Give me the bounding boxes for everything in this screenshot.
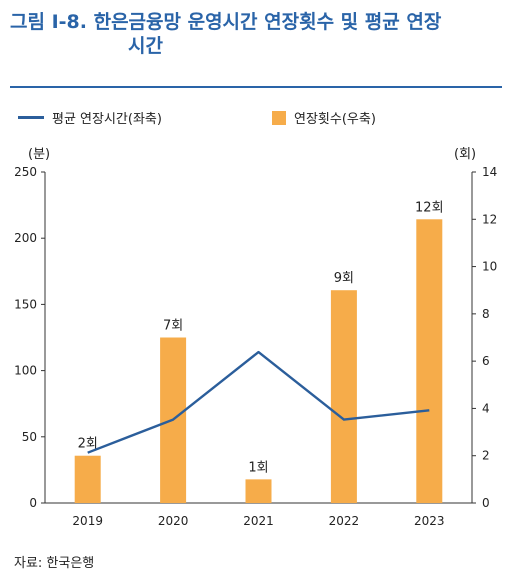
title-divider: [10, 86, 502, 88]
right-tick-label: 10: [482, 260, 497, 274]
legend-item-bar: 연장횟수(우축): [272, 108, 376, 127]
legend-bar-swatch: [272, 110, 286, 125]
chart-title-line2: 시간: [128, 35, 163, 57]
right-tick-label: 0: [482, 496, 490, 510]
bar-data-label: 12회: [415, 200, 444, 215]
right-tick-label: 2: [482, 449, 490, 463]
legend-bar-label: 연장횟수(우축): [294, 112, 376, 127]
bar-2022: [330, 290, 357, 503]
right-tick-label: 14: [482, 165, 497, 179]
left-tick-label: 100: [14, 364, 37, 378]
bar-data-label: 9회: [334, 271, 354, 286]
x-tick-label: 2023: [414, 514, 445, 528]
bar-data-label: 1회: [248, 460, 268, 475]
chart-title: 그림 I-8. 한은금융망 운영시간 연장횟수 및 평균 연장 시간: [10, 10, 502, 58]
bar-2023: [416, 219, 443, 503]
legend-item-line: 평균 연장시간(좌축): [18, 108, 162, 127]
left-tick-label: 250: [14, 165, 37, 179]
legend-line-swatch: [18, 116, 44, 119]
bar-data-label: 7회: [163, 319, 183, 334]
right-tick-label: 12: [482, 212, 497, 226]
x-tick-label: 2021: [243, 514, 274, 528]
source-note: 자료: 한국은행: [14, 556, 95, 571]
x-tick-label: 2019: [72, 514, 103, 528]
bar-data-label: 2회: [78, 437, 98, 452]
chart-plot: (분) (회) 0 50 100 150 200 250 0 2 4 6 8 10 12 14 2회 7회 1회…: [14, 147, 497, 528]
bar-2021: [245, 479, 272, 503]
x-tick-label: 2022: [329, 514, 360, 528]
left-tick-label: 0: [29, 496, 37, 510]
bar-2019: [74, 455, 101, 503]
left-axis-unit: (분): [28, 147, 50, 162]
left-tick-label: 50: [22, 430, 37, 444]
legend-line-label: 평균 연장시간(좌축): [52, 112, 162, 127]
chart-title-line1: 그림 I-8. 한은금융망 운영시간 연장횟수 및 평균 연장: [10, 11, 442, 33]
x-tick-label: 2020: [158, 514, 189, 528]
right-axis-unit: (회): [454, 147, 476, 162]
left-tick-label: 150: [14, 297, 37, 311]
chart-legend: 평균 연장시간(좌축) 연장횟수(우축): [18, 108, 498, 128]
right-tick-label: 8: [482, 307, 490, 321]
left-tick-label: 200: [14, 231, 37, 245]
right-tick-label: 4: [482, 401, 490, 415]
line-series-avg-extension-time: [87, 350, 430, 454]
right-tick-label: 6: [482, 354, 490, 368]
